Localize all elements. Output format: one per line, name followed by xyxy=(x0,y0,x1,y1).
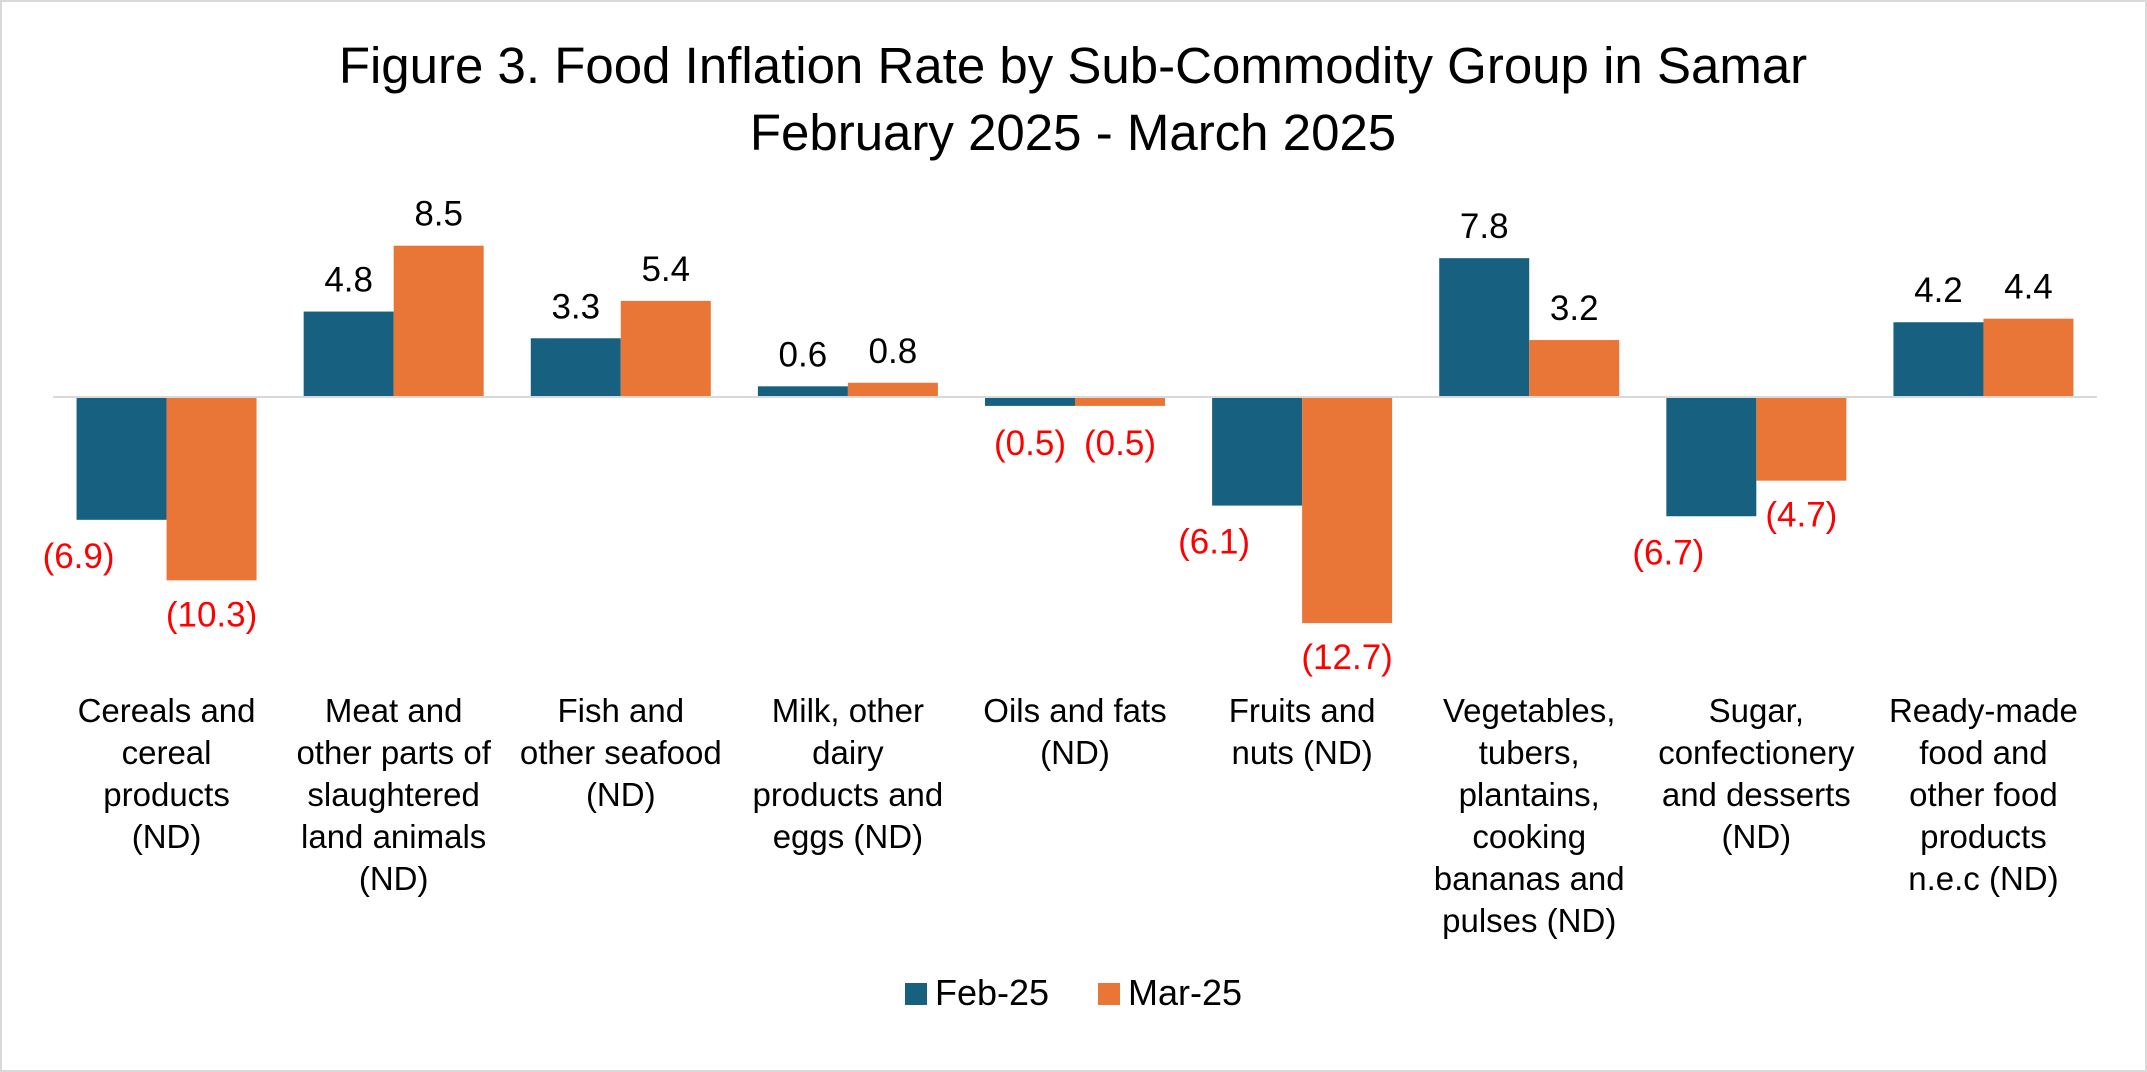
category-label-line: cereal xyxy=(122,734,212,771)
category-label-line: (ND) xyxy=(1040,734,1110,771)
category-label-line: other seafood xyxy=(520,734,722,771)
category-label-6: Vegetables, tubers, plantains, cooking banan… xyxy=(1434,692,1625,939)
legend-swatch-feb-25 xyxy=(905,983,927,1005)
category-label-4: Oils and fats (ND) xyxy=(983,692,1166,771)
category-label-line: Fruits and xyxy=(1229,692,1376,729)
category-label-line: (ND) xyxy=(132,818,202,855)
category-label-line: dairy xyxy=(812,734,884,771)
bar-mar-25-1 xyxy=(393,245,484,397)
category-label-line: products and xyxy=(752,776,943,813)
category-label-line: (ND) xyxy=(359,860,429,897)
category-label-line: other food xyxy=(1909,776,2058,813)
bar-mar-25-8 xyxy=(1983,318,2074,397)
value-label-feb-25-2: 3.3 xyxy=(551,287,600,326)
category-label-1: Meat and other parts of slaughtered land an… xyxy=(296,692,491,897)
category-label-0: Cereals and cereal products (ND) xyxy=(78,692,256,855)
bar-feb-25-0 xyxy=(76,397,167,520)
legend: Feb-25 Mar-25 xyxy=(905,972,1242,1013)
value-label-mar-25-2: 5.4 xyxy=(641,250,690,289)
category-label-line: products xyxy=(103,776,230,813)
bar-mar-25-2 xyxy=(620,300,711,397)
category-label-line: and desserts xyxy=(1662,776,1851,813)
category-labels-layer: Cereals and cereal products (ND) Meat and oth… xyxy=(78,692,2078,939)
category-label-line: cooking xyxy=(1472,818,1586,855)
value-label-mar-25-1: 8.5 xyxy=(414,195,463,234)
bar-feb-25-6 xyxy=(1439,258,1530,397)
bar-mar-25-6 xyxy=(1529,340,1620,397)
value-label-mar-25-0: (10.3) xyxy=(166,595,257,634)
value-label-feb-25-3: 0.6 xyxy=(779,335,828,374)
category-label-line: Oils and fats xyxy=(983,692,1166,729)
category-label-line: n.e.c (ND) xyxy=(1908,860,2058,897)
category-label-line: eggs (ND) xyxy=(773,818,923,855)
bar-feb-25-2 xyxy=(530,338,621,397)
category-label-line: (ND) xyxy=(586,776,656,813)
value-label-feb-25-1: 4.8 xyxy=(324,261,373,300)
category-label-2: Fish and other seafood (ND) xyxy=(520,692,722,813)
chart-subtitle: February 2025 - March 2025 xyxy=(750,104,1396,161)
value-label-mar-25-5: (12.7) xyxy=(1301,638,1392,677)
category-label-line: products xyxy=(1920,818,2047,855)
category-label-line: Sugar, xyxy=(1709,692,1804,729)
bar-feb-25-5 xyxy=(1212,397,1303,506)
category-label-5: Fruits and nuts (ND) xyxy=(1229,692,1376,771)
bar-feb-25-4 xyxy=(985,397,1075,406)
category-label-line: confectionery xyxy=(1658,734,1855,771)
category-label-line: land animals xyxy=(301,818,486,855)
category-label-line: Ready-made xyxy=(1889,692,2078,729)
category-label-line: other parts of xyxy=(296,734,491,771)
value-label-mar-25-7: (4.7) xyxy=(1765,496,1837,535)
value-label-feb-25-7: (6.7) xyxy=(1632,533,1704,572)
bar-mar-25-0 xyxy=(166,397,257,581)
value-label-feb-25-8: 4.2 xyxy=(1914,271,1963,310)
bar-feb-25-7 xyxy=(1666,397,1757,517)
category-label-line: Meat and xyxy=(325,692,463,729)
bar-feb-25-3 xyxy=(757,386,848,397)
value-label-mar-25-4: (0.5) xyxy=(1084,424,1156,463)
value-label-mar-25-8: 4.4 xyxy=(2004,268,2053,307)
category-label-line: pulses (ND) xyxy=(1442,902,1616,939)
category-label-line: food and xyxy=(1919,734,2047,771)
value-label-mar-25-6: 3.2 xyxy=(1550,289,1599,328)
category-label-line: nuts (ND) xyxy=(1232,734,1373,771)
bar-mar-25-7 xyxy=(1756,397,1847,481)
category-label-line: Cereals and xyxy=(78,692,256,729)
category-label-7: Sugar, confectionery and desserts (ND) xyxy=(1658,692,1855,855)
bar-mar-25-5 xyxy=(1302,397,1393,624)
value-labels-layer: (6.9) (10.3) 4.8 8.5 3.3 5.4 0.6 0.8 (0.5) (0.5) (… xyxy=(43,195,2053,677)
category-label-8: Ready-made food and other food products n.e.… xyxy=(1889,692,2078,897)
category-label-line: slaughtered xyxy=(307,776,479,813)
bar-feb-25-8 xyxy=(1893,322,1984,397)
category-label-line: plantains, xyxy=(1459,776,1600,813)
value-label-feb-25-4: (0.5) xyxy=(994,424,1066,463)
category-label-line: Milk, other xyxy=(772,692,924,729)
category-label-line: (ND) xyxy=(1722,818,1792,855)
bar-mar-25-3 xyxy=(847,382,938,397)
category-label-line: Vegetables, xyxy=(1443,692,1615,729)
category-label-line: bananas and xyxy=(1434,860,1625,897)
legend-label-feb-25: Feb-25 xyxy=(935,972,1049,1013)
chart-title: Figure 3. Food Inflation Rate by Sub-Com… xyxy=(339,37,1807,94)
category-label-3: Milk, other dairy products and eggs (ND) xyxy=(752,692,943,855)
legend-label-mar-25: Mar-25 xyxy=(1128,972,1242,1013)
legend-swatch-mar-25 xyxy=(1098,983,1120,1005)
value-label-mar-25-3: 0.8 xyxy=(869,332,918,371)
bar-feb-25-1 xyxy=(303,311,394,397)
bars-layer xyxy=(76,245,2074,624)
bar-mar-25-4 xyxy=(1075,397,1165,406)
category-label-line: tubers, xyxy=(1479,734,1580,771)
value-label-feb-25-0: (6.9) xyxy=(43,537,115,576)
value-label-feb-25-5: (6.1) xyxy=(1178,523,1250,562)
category-label-line: Fish and xyxy=(557,692,684,729)
value-label-feb-25-6: 7.8 xyxy=(1460,207,1509,246)
